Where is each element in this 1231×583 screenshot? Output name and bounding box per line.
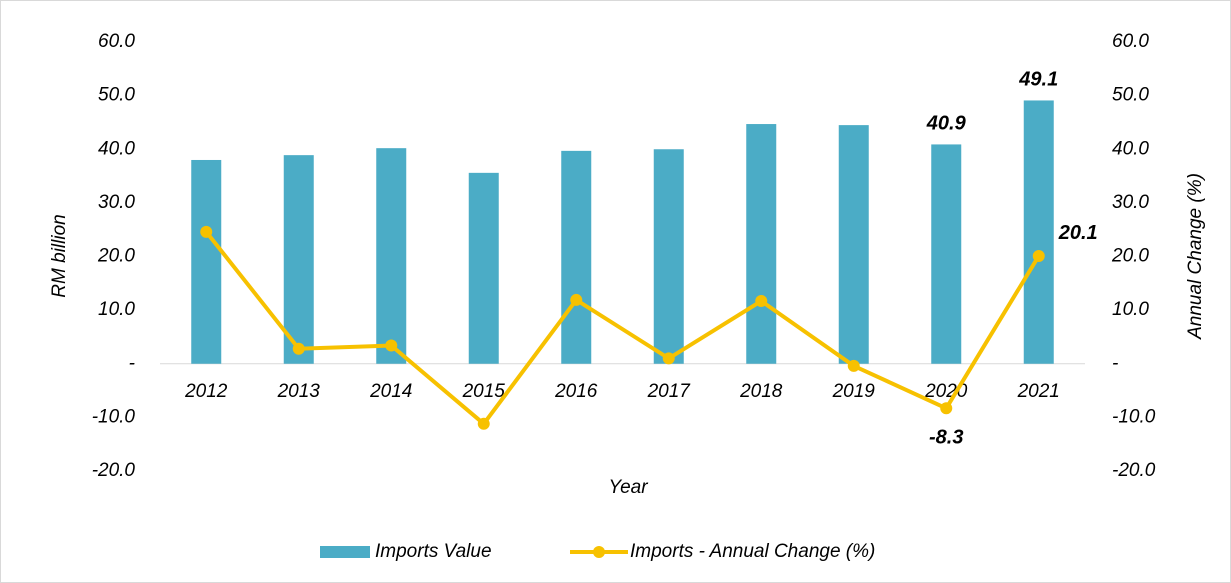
y2-tick-label: - [1112,353,1118,374]
y2-tick-label: 50.0 [1112,85,1149,106]
line-marker [1032,249,1045,262]
x-tick-label: 2021 [1017,381,1060,402]
y-tick-label: 20.0 [97,246,135,267]
bar [931,144,962,364]
y-tick-label: -10.0 [92,406,136,427]
legend-label: Imports Value [375,541,492,562]
y2-axis-title: Annual Change (%) [1185,173,1206,340]
legend-label: Imports - Annual Change (%) [630,541,875,562]
bar [191,159,222,364]
y2-tick-label: -10.0 [1112,406,1156,427]
x-tick-label: 2016 [554,381,598,402]
bar [653,149,684,364]
legend-swatch-marker [593,546,605,558]
x-tick-label: 2019 [832,381,876,402]
y-tick-label: - [129,353,135,374]
x-tick-label: 2020 [924,381,968,402]
x-axis-title: Year [608,477,648,498]
data-label: 20.1 [1058,222,1098,244]
line-marker [477,417,490,430]
line-marker [385,339,398,352]
x-tick-label: 2018 [739,381,783,402]
line [204,230,1041,427]
data-label: -8.3 [929,427,963,449]
legend-swatch [320,546,370,558]
y-axis-title: RM billion [49,214,70,297]
x-tick-label: 2012 [184,381,228,402]
y2-tick-label: 30.0 [1112,192,1149,213]
data-label: 49.1 [1018,69,1058,91]
y2-tick-label: 40.0 [1112,138,1149,159]
y-tick-label: 50.0 [98,85,135,106]
line-marker [292,342,305,355]
bar [1023,100,1054,364]
y-tick-label: 40.0 [98,138,135,159]
line-marker [940,402,953,415]
x-tick-label: 2017 [647,381,692,402]
data-label: 40.9 [926,113,967,135]
y2-tick-label: 60.0 [1112,31,1149,52]
x-tick-label: 2015 [462,381,506,402]
line-marker [755,295,768,308]
y-tick-label: 30.0 [98,192,135,213]
bar [561,150,592,364]
bar [746,124,777,364]
line-marker [570,293,583,306]
line-marker [200,225,213,238]
bar [468,172,499,364]
bar [283,155,314,364]
y2-tick-label: 20.0 [1111,246,1149,267]
y2-tick-label: -20.0 [1112,460,1156,481]
y-tick-label: 60.0 [98,31,135,52]
bar [838,125,869,364]
y2-tick-label: 10.0 [1112,299,1149,320]
line-marker [662,352,675,365]
y-tick-label: -20.0 [92,460,136,481]
bar [376,148,407,364]
line-marker [847,359,860,372]
x-tick-label: 2013 [277,381,321,402]
y-tick-label: 10.0 [98,299,135,320]
x-tick-label: 2014 [369,381,412,402]
